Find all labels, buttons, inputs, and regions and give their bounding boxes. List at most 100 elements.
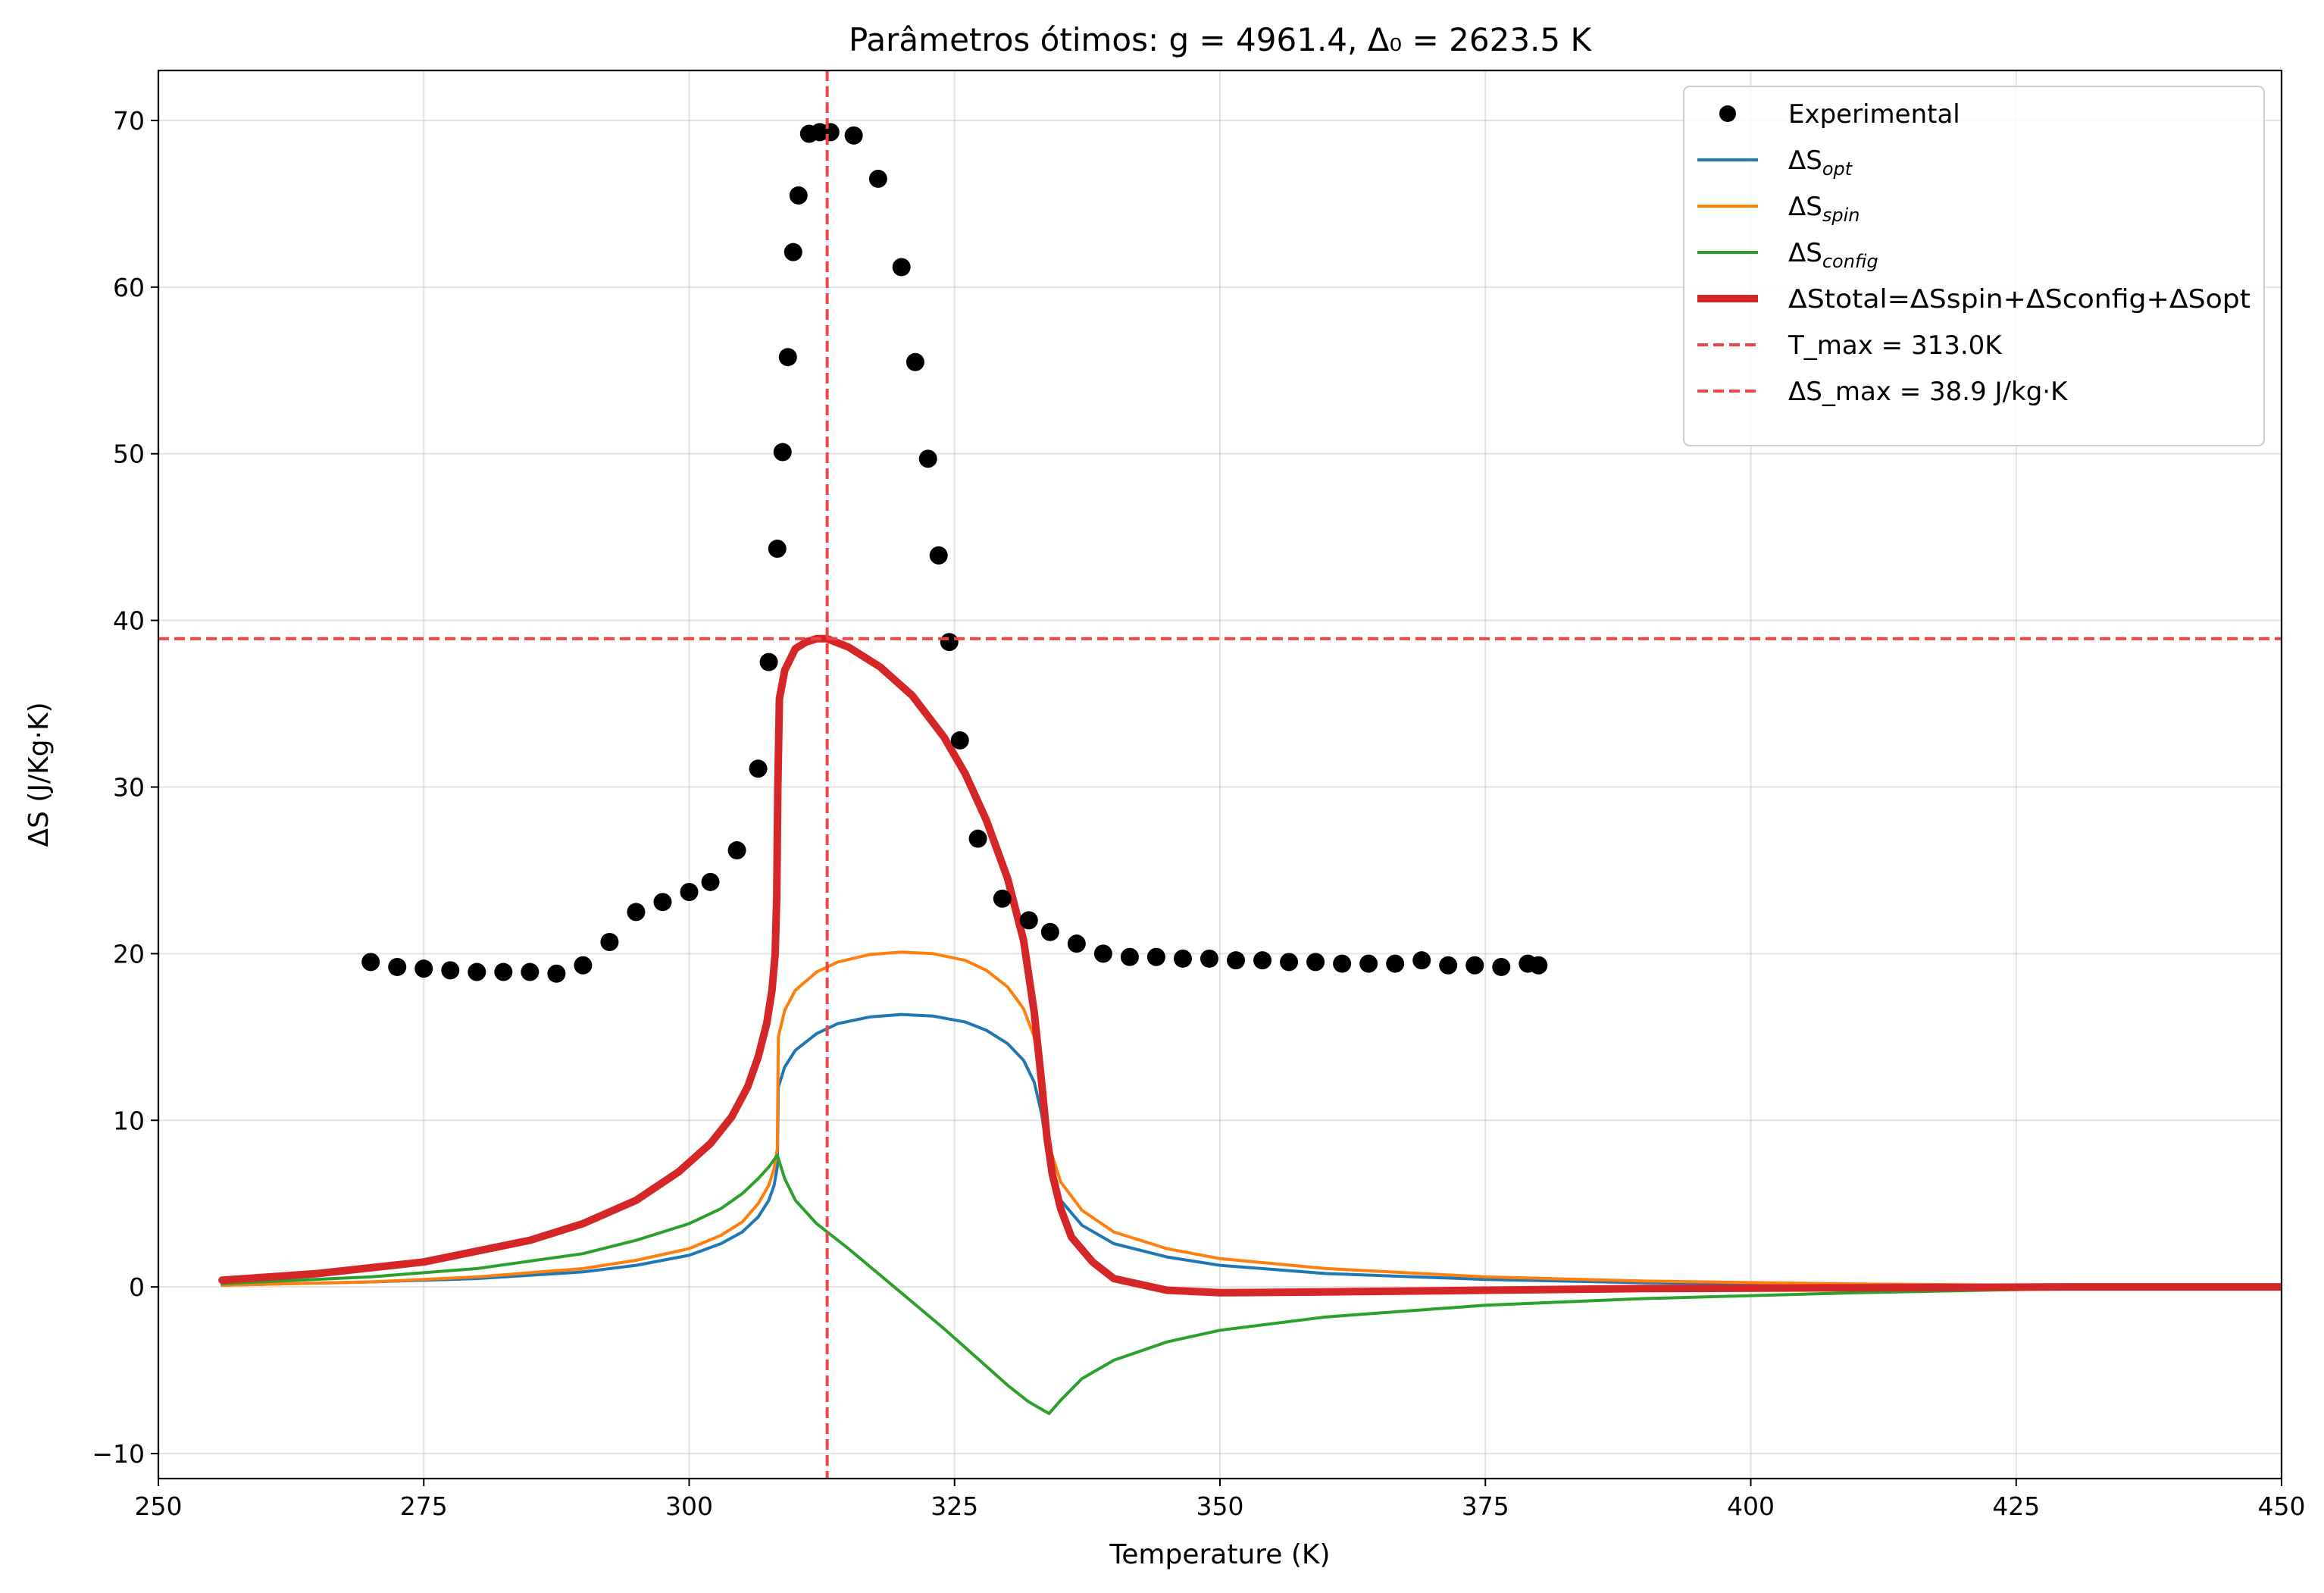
experimental-point [1333,954,1352,973]
experimental-point [778,348,797,367]
experimental-point [1067,934,1086,953]
legend-opt-sub: opt [1822,158,1853,180]
y-tick-label-30: 30 [113,772,145,802]
experimental-point [1040,922,1059,941]
y-tick-label-10: 10 [113,1106,145,1135]
series-layer [218,634,2282,1416]
legend-box [1683,86,2265,446]
experimental-point [388,957,407,976]
experimental-point [1200,949,1218,968]
legend-opt-base: ΔS [1788,146,1822,176]
legend-marker-experimental [1719,105,1736,122]
experimental-point [918,449,937,468]
experimental-point [468,962,486,981]
experimental-point [773,443,792,462]
experimental-point [441,961,460,980]
experimental-point [627,903,646,922]
experimental-point [993,889,1012,908]
experimental-point [1173,949,1192,968]
experimental-point [1120,947,1139,966]
experimental-point [1465,956,1484,975]
experimental-point [1492,957,1511,976]
experimental-point [1529,956,1548,975]
experimental-point [494,962,513,981]
experimental-point [1019,911,1038,930]
experimental-point [1439,956,1458,975]
experimental-point [929,546,948,565]
experimental-point [821,123,840,142]
x-tick-label-325: 325 [931,1491,978,1521]
legend-spin-sub: spin [1822,205,1860,226]
experimental-point [892,258,911,277]
experimental-point [844,126,863,145]
experimental-point [1280,953,1299,972]
reference-lines [158,70,2282,1479]
series-line-opt [221,1012,2282,1289]
experimental-point [1227,951,1246,970]
experimental-point [1386,954,1405,973]
series-line-config [221,1153,2282,1416]
chart-title: Parâmetros ótimos: g = 4961.4, Δ₀ = 2623… [849,21,1592,58]
series-line-spin [221,950,2282,1289]
experimental-point [1146,947,1165,966]
experimental-point [1253,951,1272,970]
experimental-point [701,872,720,891]
legend-spin-base: ΔS [1788,192,1822,222]
y-tick-label-40: 40 [113,606,145,636]
legend-label-total: ΔStotal=ΔSspin+ΔSconfig+ΔSopt [1788,284,2250,315]
x-tick-label-425: 425 [1992,1491,2040,1521]
x-tick-label-275: 275 [400,1491,448,1521]
experimental-point [749,759,768,778]
series-line-total [218,634,2282,1297]
experimental-point [414,959,433,978]
experimental-point [600,932,619,951]
x-tick-label-300: 300 [665,1491,713,1521]
experimental-point [680,883,699,902]
x-tick-label-350: 350 [1196,1491,1244,1521]
experimental-point [574,956,593,975]
axis-ticks: 250 275 300 325 350 375 400 425 450 −10 0 10 20 30 40 5… [92,106,2305,1521]
y-tick-label-0: 0 [129,1272,145,1302]
experimental-point [1412,951,1431,970]
legend-label-config: ΔSconfig [1788,238,1878,272]
experimental-point [547,964,566,983]
experimental-point [1306,953,1325,972]
x-axis-label: Temperature (K) [1109,1539,1330,1570]
experimental-point [868,169,887,188]
y-tick-label-60: 60 [113,273,145,302]
y-tick-label-50: 50 [113,440,145,469]
experimental-points [361,123,1548,983]
experimental-point [906,352,924,371]
x-tick-label-450: 450 [2258,1491,2306,1521]
legend-label-spin: ΔSspin [1788,192,1860,226]
y-tick-label-20: 20 [113,939,145,969]
x-tick-label-375: 375 [1462,1491,1509,1521]
experimental-point [1093,944,1112,963]
legend-label-smax: ΔS_max = 38.9 J/kg·K [1788,377,2069,407]
legend-label-experimental: Experimental [1788,99,1960,130]
y-tick-label-70: 70 [113,106,145,136]
experimental-point [789,186,808,205]
y-tick-label--10: −10 [92,1439,145,1469]
experimental-point [968,829,987,848]
x-tick-label-400: 400 [1727,1491,1775,1521]
experimental-point [950,731,969,750]
experimental-point [361,953,380,972]
legend: Experimental ΔSopt ΔSspin ΔSconfig ΔStot… [1683,86,2265,446]
legend-label-opt: ΔSopt [1788,146,1853,180]
experimental-point [768,540,787,559]
legend-config-base: ΔS [1788,238,1822,268]
legend-config-sub: config [1822,251,1878,272]
x-tick-label-250: 250 [135,1491,183,1521]
experimental-point [727,841,746,860]
experimental-point [653,893,672,912]
experimental-point [940,633,959,652]
experimental-point [759,653,778,671]
experimental-point [784,243,802,261]
experimental-point [521,962,540,981]
y-axis-label: ΔS (J/Kg·K) [23,702,55,847]
legend-label-tmax: T_max = 313.0K [1788,330,2003,361]
experimental-point [1359,954,1378,973]
